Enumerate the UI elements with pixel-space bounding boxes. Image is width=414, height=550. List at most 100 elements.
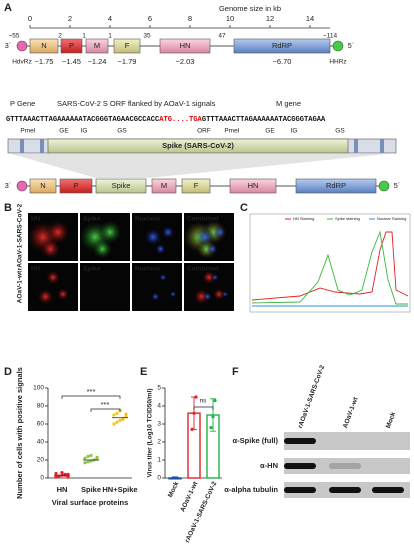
label: F — [194, 181, 199, 190]
label: ~1.24 — [88, 57, 107, 66]
ribozyme — [16, 40, 28, 52]
cell — [213, 225, 227, 239]
point — [211, 415, 215, 419]
point — [83, 461, 87, 465]
label: Spike — [81, 485, 101, 494]
label: α-HN — [260, 461, 278, 470]
label: α-alpha tubulin — [224, 485, 278, 494]
label: P — [69, 41, 74, 50]
label: 14 — [306, 14, 314, 23]
profile-trace — [251, 231, 409, 301]
bracket — [193, 406, 214, 410]
band — [329, 487, 361, 493]
cell — [207, 243, 218, 255]
label: IG — [291, 128, 298, 135]
point — [66, 475, 70, 479]
label: 0 — [40, 475, 44, 482]
label: 1 — [157, 457, 161, 464]
label: 35 — [143, 33, 151, 40]
label: Spike (SARS-CoV-2) — [162, 141, 234, 150]
gene-box — [181, 178, 211, 194]
label: 20 — [37, 457, 45, 464]
label: ~2.03 — [176, 57, 195, 66]
bracket — [61, 395, 121, 399]
ribozyme — [378, 180, 390, 192]
sequence-part: GTTTAAACTTAGAAAAAATACGGGTAGAA — [202, 116, 326, 124]
label: GS — [335, 128, 345, 135]
point — [213, 399, 217, 403]
label: Spike — [83, 266, 101, 273]
gene-box — [29, 178, 57, 194]
label: 5 — [157, 385, 161, 392]
cell — [161, 225, 175, 239]
gene-box — [59, 178, 93, 194]
label: HN — [248, 181, 259, 190]
label: *** — [101, 400, 110, 409]
point — [112, 413, 116, 417]
cell — [159, 273, 167, 282]
label: AOaV-1-wt — [17, 270, 24, 303]
cell — [196, 228, 214, 246]
label: Genome size in kb — [219, 4, 281, 13]
point — [60, 471, 64, 475]
label: Nuclear Staining — [377, 216, 406, 221]
point — [124, 412, 128, 416]
label: 4 — [108, 14, 112, 23]
label: RdRP — [326, 181, 346, 190]
ribozyme — [332, 40, 344, 52]
label: P Gene — [10, 99, 35, 108]
point — [175, 476, 179, 480]
band — [329, 463, 361, 469]
gene-box — [60, 38, 83, 54]
label: Spike — [112, 181, 131, 190]
profile-trace — [251, 230, 408, 305]
label: 8 — [188, 14, 192, 23]
label: 1 — [82, 33, 86, 40]
label: 0 — [28, 14, 32, 23]
gene-box — [85, 38, 109, 54]
label: GS — [117, 128, 127, 135]
label: AOaV-1-wt — [179, 480, 199, 513]
panel-label: A — [4, 2, 12, 14]
label: Spike — [83, 216, 101, 223]
gene-box — [295, 178, 377, 194]
label: ~1.75 — [35, 57, 54, 66]
point — [192, 411, 196, 415]
cell — [193, 288, 210, 305]
label: ~55 — [8, 33, 19, 40]
label: 1 — [108, 33, 112, 40]
label: 2 — [68, 14, 72, 23]
micrograph — [80, 263, 130, 311]
band — [284, 463, 316, 469]
label: HN Staining — [293, 216, 314, 221]
label: 100 — [33, 385, 44, 392]
label: rAOaV-1-SARS-CoV-2 — [17, 203, 24, 270]
label: P — [73, 181, 78, 190]
point — [83, 456, 87, 460]
label: HN — [57, 485, 68, 494]
label: Virus titer (Log10 TCID50/ml) — [147, 388, 154, 477]
point — [121, 417, 125, 422]
label: GE — [265, 128, 275, 135]
label: Mock — [167, 480, 181, 498]
point — [86, 454, 90, 458]
label: HN+Spike — [102, 485, 137, 494]
label: 80 — [37, 403, 45, 410]
sequence-part: GTTTAAACTTAGAAAAAATACGGGTAGAACGCCACC — [6, 116, 160, 124]
point — [209, 426, 213, 430]
blot-strip — [284, 458, 410, 474]
label: N — [40, 181, 45, 190]
point — [54, 475, 58, 479]
point — [89, 453, 93, 458]
label: AOaV-1-wt — [342, 396, 360, 430]
label: Nucleus — [135, 266, 161, 273]
label: α-Spike (full) — [233, 436, 279, 445]
label: Number of cells with positive signals — [15, 367, 24, 499]
label: M — [94, 41, 100, 50]
gene-box — [233, 38, 331, 54]
label: *** — [87, 387, 96, 396]
point — [190, 427, 194, 431]
signal — [40, 139, 44, 153]
cell — [221, 290, 229, 298]
signal — [380, 139, 384, 153]
